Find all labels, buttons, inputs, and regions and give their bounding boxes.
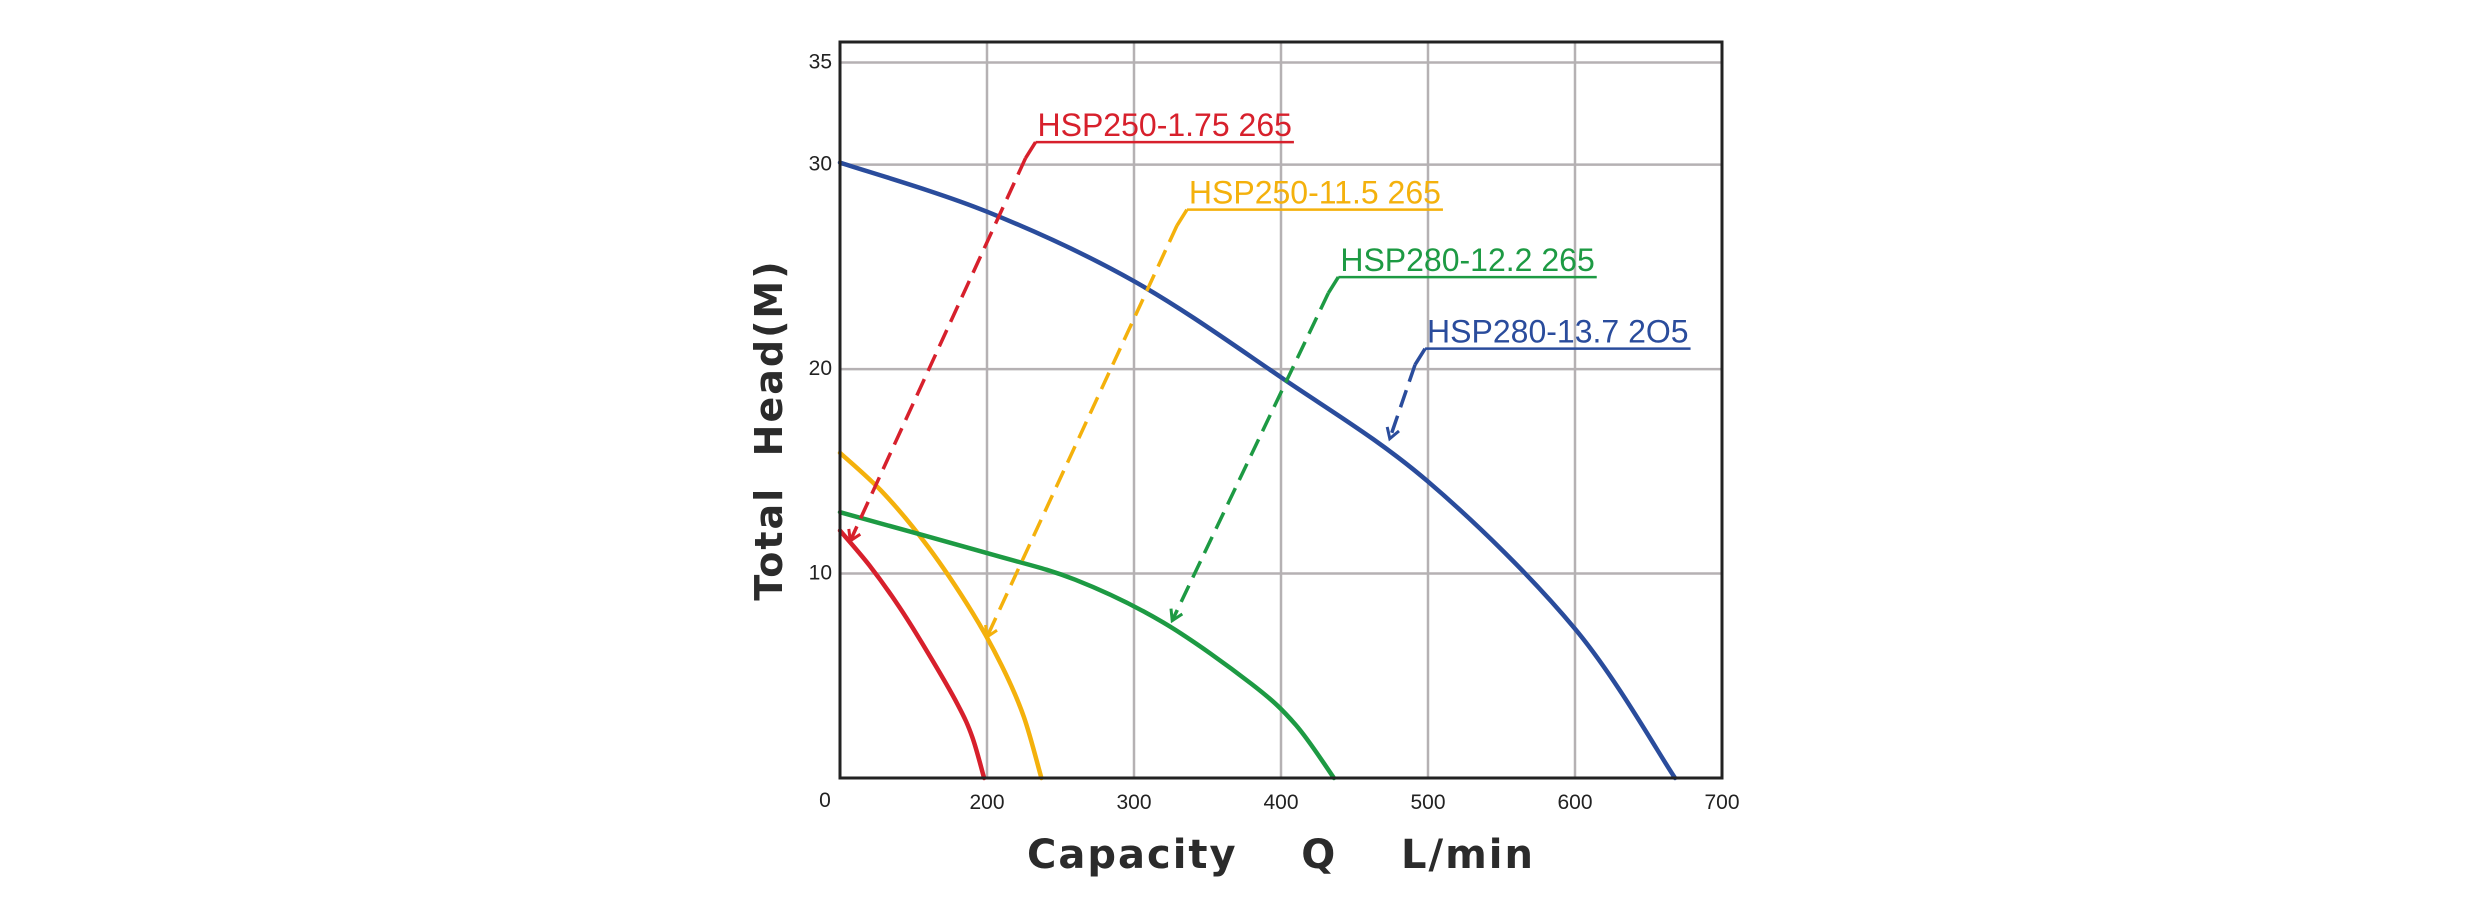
x-tick-label: 300 [1116,791,1151,814]
series-label-hsp250-11-5-265: HSP250-11.5 265 [1189,175,1441,211]
y-tick-label: 20 [809,357,832,380]
callouts: HSP250-1.75 265 HSP250-11.5 265 HSP280-12.… [847,107,1691,640]
leader-elbow-hsp280-12-2-265 [1326,276,1340,295]
curve-hsp250-1-75-265 [837,528,987,781]
leader-dash-hsp280-12-2-265 [1170,292,1330,622]
plot-frame [838,40,1724,780]
tick-labels: 200 300 400 500 600 700 10 20 30 35 [809,50,1740,814]
x-tick-label: 400 [1263,791,1298,814]
x-tick-label: 200 [969,791,1004,814]
series-label-hsp280-12-2-265: HSP280-12.2 265 [1340,242,1594,278]
x-origin-label: 0 [819,789,831,812]
curve-hsp250-11-5-265 [837,450,1044,781]
x-tick-label: 500 [1410,791,1445,814]
y-tick-label: 35 [809,50,832,73]
curve-hsp280-12-2-265 [837,509,1337,781]
y-tick-label: 10 [809,562,832,585]
leader-elbow-hsp250-11-5-265 [1175,208,1189,227]
grid [840,42,1722,778]
series-label-hsp250-1-75-265: HSP250-1.75 265 [1038,107,1292,143]
arrowhead-hsp250-11-5-265 [984,624,998,640]
leader-elbow-hsp280-13-7-2o5 [1413,347,1427,366]
y-tick-label: 30 [809,153,832,176]
x-tick-label: 700 [1704,791,1739,814]
x-tick-label: 600 [1557,791,1592,814]
arrowhead-hsp250-1-75-265 [847,528,862,544]
arrowhead-hsp280-13-7-2o5 [1385,426,1400,442]
leader-dash-hsp250-1-75-265 [848,157,1028,542]
leader-elbow-hsp250-1-75-265 [1024,141,1037,160]
x-axis-title: Capacity Q L/min [1027,832,1535,878]
series-label-hsp280-13-7-2o5: HSP280-13.7 2O5 [1427,314,1689,350]
arrowhead-hsp280-12-2-265 [1169,608,1184,624]
leader-dash-hsp280-13-7-2o5 [1388,364,1417,440]
leader-dash-hsp250-11-5-265 [985,224,1179,638]
y-axis-title: Total Head(M) [747,259,791,600]
